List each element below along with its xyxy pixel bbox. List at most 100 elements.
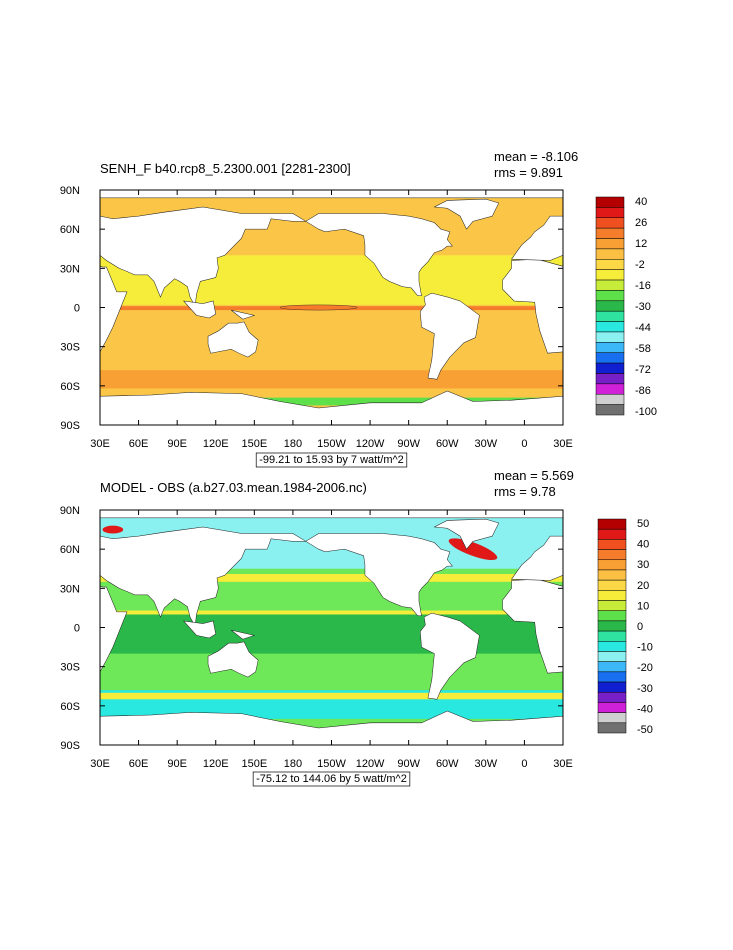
colorbar-box [595, 352, 625, 364]
colorbar-box [597, 681, 627, 693]
x-tick-label: 60E [129, 758, 149, 770]
y-tick-label: 90N [60, 505, 80, 517]
field-band [100, 610, 563, 615]
map-panel: MODEL - OBS (a.b27.03.mean.1984-2006.nc)… [60, 468, 653, 787]
x-tick-label: 30E [553, 438, 573, 450]
colorbar-label: 50 [637, 518, 649, 530]
range-note-box [252, 771, 411, 787]
colorbar-label: -58 [635, 343, 651, 355]
colorbar-label: -50 [637, 724, 653, 736]
colorbar-label: 40 [637, 539, 649, 551]
x-tick-label: 120W [356, 438, 385, 450]
colorbar-box [597, 722, 627, 734]
x-tick-label: 30E [90, 758, 110, 770]
x-tick-label: 60W [436, 758, 459, 770]
colorbar-label: -10 [637, 642, 653, 654]
colorbar-box [595, 227, 625, 239]
field-band [100, 692, 563, 700]
colorbar-label: -2 [635, 259, 645, 271]
colorbar-box [595, 373, 625, 385]
range-note: -75.12 to 144.06 by 5 watt/m^2 [256, 773, 407, 785]
mean-label: mean = -8.106 [494, 149, 578, 164]
colorbar-box [595, 207, 625, 219]
field-contour [279, 304, 358, 311]
x-tick-label: 30W [475, 758, 498, 770]
x-tick-label: 0 [521, 758, 527, 770]
colorbar-label: -40 [637, 703, 653, 715]
y-tick-label: 0 [74, 303, 80, 315]
field-band [100, 614, 563, 654]
y-tick-label: 60S [60, 701, 80, 713]
x-tick-label: 90E [167, 758, 187, 770]
colorbar-box [595, 217, 625, 229]
colorbar-label: -72 [635, 364, 651, 376]
range-note-box [255, 452, 408, 468]
colorbar-box [595, 393, 625, 405]
colorbar-box [597, 559, 627, 571]
colorbar-label: 10 [637, 600, 649, 612]
colorbar-box [597, 518, 627, 530]
x-tick-label: 0 [521, 438, 527, 450]
colorbar-box [595, 269, 625, 281]
colorbar-box [595, 342, 625, 353]
y-tick-label: 30S [60, 662, 80, 674]
colorbar-box [597, 590, 627, 601]
colorbar-box [597, 651, 627, 662]
panel-title: SENH_F b40.rcp8_5.2300.001 [2281-2300] [100, 161, 351, 176]
x-tick-label: 150E [241, 438, 267, 450]
y-tick-label: 60N [60, 544, 80, 556]
x-tick-label: 150E [241, 758, 267, 770]
panel-title: MODEL - OBS (a.b27.03.mean.1984-2006.nc) [100, 480, 367, 495]
colorbar-label: -16 [635, 280, 651, 292]
colorbar-label: 30 [637, 559, 649, 571]
map-panel: SENH_F b40.rcp8_5.2300.001 [2281-2300] me… [60, 149, 657, 468]
field-band [100, 370, 563, 389]
colorbar-label: -44 [635, 322, 651, 334]
colorbar-label: -20 [637, 662, 653, 674]
colorbar-box [595, 279, 625, 291]
colorbar-box [597, 630, 627, 642]
colorbar-box [597, 579, 627, 591]
field-hotspot [448, 538, 498, 561]
map-field [100, 189, 564, 426]
colorbar-box [597, 569, 627, 581]
colorbar-box [597, 641, 627, 652]
colorbar-box [597, 539, 627, 550]
x-tick-label: 150W [317, 758, 346, 770]
map-field [100, 509, 564, 746]
colorbar-label: 20 [637, 580, 649, 592]
colorbar-label: -100 [635, 406, 657, 418]
x-tick-label: 60W [436, 438, 459, 450]
colorbar-label: -86 [635, 385, 651, 397]
mean-label: mean = 5.569 [494, 468, 574, 483]
y-tick-label: 30S [60, 342, 80, 354]
y-tick-label: 60N [60, 224, 80, 236]
colorbar-label: 0 [637, 621, 643, 633]
colorbar-box [595, 310, 625, 322]
colorbar-box [595, 383, 625, 395]
colorbar-label: -30 [635, 301, 651, 313]
x-tick-label: 60E [129, 438, 149, 450]
x-tick-label: 30E [90, 438, 110, 450]
colorbar-box [597, 702, 627, 713]
colorbar-label: 40 [635, 196, 647, 208]
x-tick-label: 90E [167, 438, 187, 450]
y-tick-label: 30N [60, 583, 80, 595]
colorbar-box [595, 321, 625, 333]
x-tick-label: 30E [553, 758, 573, 770]
colorbar-box [597, 661, 627, 673]
colorbar-box [597, 610, 627, 622]
colorbar-box [595, 238, 625, 250]
colorbar-box [597, 671, 627, 683]
colorbar-box [595, 248, 625, 260]
field-band [100, 397, 563, 406]
colorbar-box [595, 259, 625, 270]
colorbar-box [597, 620, 627, 632]
colorbar-box [595, 196, 625, 208]
x-tick-label: 120E [203, 758, 229, 770]
range-note: -99.21 to 15.93 by 7 watt/m^2 [259, 454, 404, 466]
field-band [100, 573, 563, 582]
colorbar-box [595, 362, 625, 374]
x-tick-label: 30W [475, 438, 498, 450]
x-tick-label: 90W [397, 438, 420, 450]
